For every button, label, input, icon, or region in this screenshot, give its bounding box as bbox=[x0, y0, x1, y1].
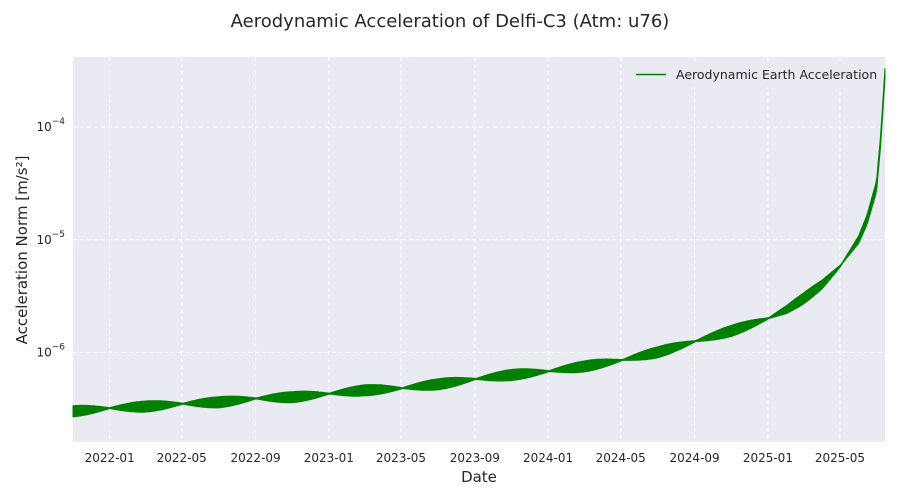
y-axis-label: Acceleration Norm [m/s²] bbox=[13, 156, 31, 345]
legend: Aerodynamic Earth Acceleration bbox=[628, 63, 878, 87]
legend-label: Aerodynamic Earth Acceleration bbox=[676, 67, 877, 82]
series-aerodynamic-earth-acceleration bbox=[72, 68, 886, 418]
series-layer bbox=[72, 68, 886, 418]
chart-title: Aerodynamic Acceleration of Delfi-C3 (At… bbox=[230, 11, 670, 32]
y-tick-label: 10−6 bbox=[36, 342, 65, 359]
x-tick-label: 2022-01 bbox=[85, 451, 135, 465]
y-tick-label: 10−4 bbox=[36, 117, 65, 134]
x-axis-label: Date bbox=[461, 468, 497, 486]
legend-box bbox=[628, 63, 878, 87]
x-tick-label: 2024-09 bbox=[670, 451, 720, 465]
y-tick-label: 10−5 bbox=[36, 230, 65, 247]
grid-lines bbox=[73, 57, 885, 442]
x-tick-label: 2025-01 bbox=[743, 451, 793, 465]
y-tick-labels: 10−6 10−5 10−4 bbox=[36, 117, 65, 359]
x-tick-label: 2022-05 bbox=[157, 451, 207, 465]
x-tick-labels: 2022-01 2022-05 2022-09 2023-01 2023-05 2023-… bbox=[85, 451, 865, 465]
x-tick-label: 2023-01 bbox=[304, 451, 354, 465]
x-tick-label: 2023-05 bbox=[376, 451, 426, 465]
plot-background bbox=[73, 57, 885, 442]
x-tick-label: 2024-05 bbox=[596, 451, 646, 465]
x-tick-label: 2022-09 bbox=[231, 451, 281, 465]
x-tick-label: 2023-09 bbox=[450, 451, 500, 465]
x-tick-label: 2024-01 bbox=[523, 451, 573, 465]
x-tick-label: 2025-05 bbox=[815, 451, 865, 465]
